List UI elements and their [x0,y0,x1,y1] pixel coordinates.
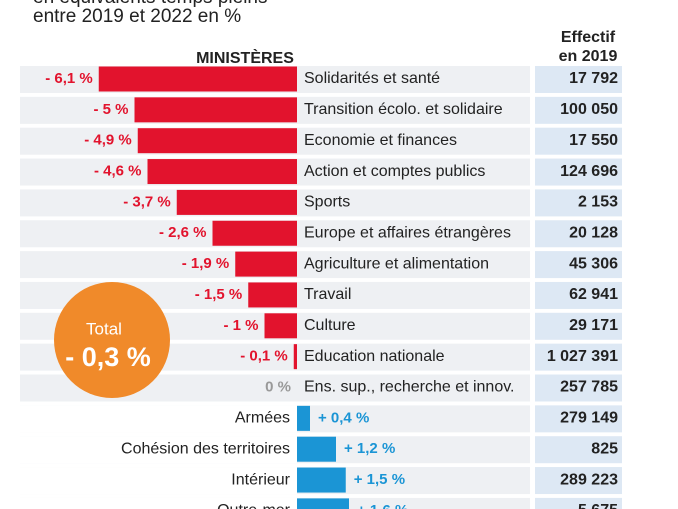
category-label: Ens. sup., recherche et innov. [304,379,514,396]
effectif-value: 825 [591,440,618,457]
effectif-cell [535,281,622,309]
effectif-value: 279 149 [560,410,618,427]
effectif-cell [535,127,622,155]
total-label: Total [86,319,122,338]
effectif-cell [535,436,622,464]
bar [297,405,310,431]
bar [293,344,297,370]
subtitle: entre 2019 et 2022 en % [33,6,241,27]
category-label: Transition écolo. et solidaire [304,101,503,118]
value-label: - 1 % [223,317,258,334]
category-label: Sports [304,194,350,211]
effectif-cell [535,312,622,340]
value-label: + 0,4 % [318,409,369,426]
value-label: - 3,7 % [123,193,171,210]
bar [134,97,297,123]
effectif-cell [535,343,622,371]
effectif-cell [535,220,622,248]
value-label: + 1,5 % [354,471,405,488]
value-label: - 0,1 % [240,348,288,365]
effectif-cell [535,66,622,93]
effectif-value: 20 128 [569,224,618,241]
category-label: Agriculture et alimentation [304,255,489,272]
effectif-value: 29 171 [569,317,618,334]
category-label: Education nationale [304,348,445,365]
effectif-cell [535,251,622,279]
effectif-cell [535,405,622,433]
category-label: Armées [235,410,290,427]
effectif-cell [535,467,622,495]
badge-circle [54,282,170,398]
value-label: 0 % [265,378,291,395]
total-value: - 0,3 % [65,342,151,372]
bar [235,251,297,277]
effectif-cell [535,158,622,186]
row-band-clear [20,497,297,509]
effectif-value: 257 785 [560,379,618,396]
effectif-value: 62 941 [569,286,618,303]
value-label: + 1,2 % [344,440,395,457]
category-label: Culture [304,317,356,334]
effectif-value: 2 153 [578,194,618,211]
column-header: MINISTÈRES [196,48,294,67]
value-label: + 1,6 % [357,502,408,509]
value-label: - 5 % [93,101,128,118]
effectif-value: 124 696 [560,163,618,180]
effectif-value: 17 792 [569,70,618,87]
bar [297,467,346,493]
row-band-clear [20,467,297,495]
bar [147,159,297,185]
value-label: - 6,1 % [45,70,93,87]
bar [137,128,297,154]
category-label: Travail [304,286,351,303]
bar [212,220,297,246]
bar [264,313,297,339]
effectif-value: 1 027 391 [547,348,618,365]
effectif-cell [535,189,622,217]
bar [176,189,297,215]
effectif-header: en 2019 [559,48,618,65]
bar [297,436,336,462]
effectif-value: 100 050 [560,101,618,118]
category-label: Outre-mer [217,502,291,509]
value-label: - 2,6 % [159,224,207,241]
category-label: Cohésion des territoires [121,440,290,457]
effectif-value: 17 550 [569,132,618,149]
category-label: Europe et affaires étrangères [304,224,511,241]
value-label: - 1,9 % [182,255,230,272]
category-label: Action et comptes publics [304,163,485,180]
effectif-value: 289 223 [560,471,618,488]
effectif-cell [535,374,622,402]
effectif-value: 45 306 [569,255,618,272]
subtitle: en équivalents temps pleins [33,0,267,8]
category-label: Intérieur [231,471,290,488]
effectif-value: 5 675 [578,502,618,509]
effectif-cell [535,497,622,509]
effectif-header: Effectif [561,29,616,46]
effectif-cell [535,96,622,124]
total-badge: Total - 0,3 % [54,282,170,398]
bar [98,66,297,92]
bar [248,282,297,308]
category-label: Economie et finances [304,132,457,149]
bar [297,498,349,509]
value-label: - 1,5 % [195,286,243,303]
value-label: - 4,6 % [94,163,142,180]
value-label: - 4,9 % [84,132,132,149]
category-label: Solidarités et santé [304,70,440,87]
row-band-clear [20,436,297,464]
row-band-clear [20,405,297,433]
